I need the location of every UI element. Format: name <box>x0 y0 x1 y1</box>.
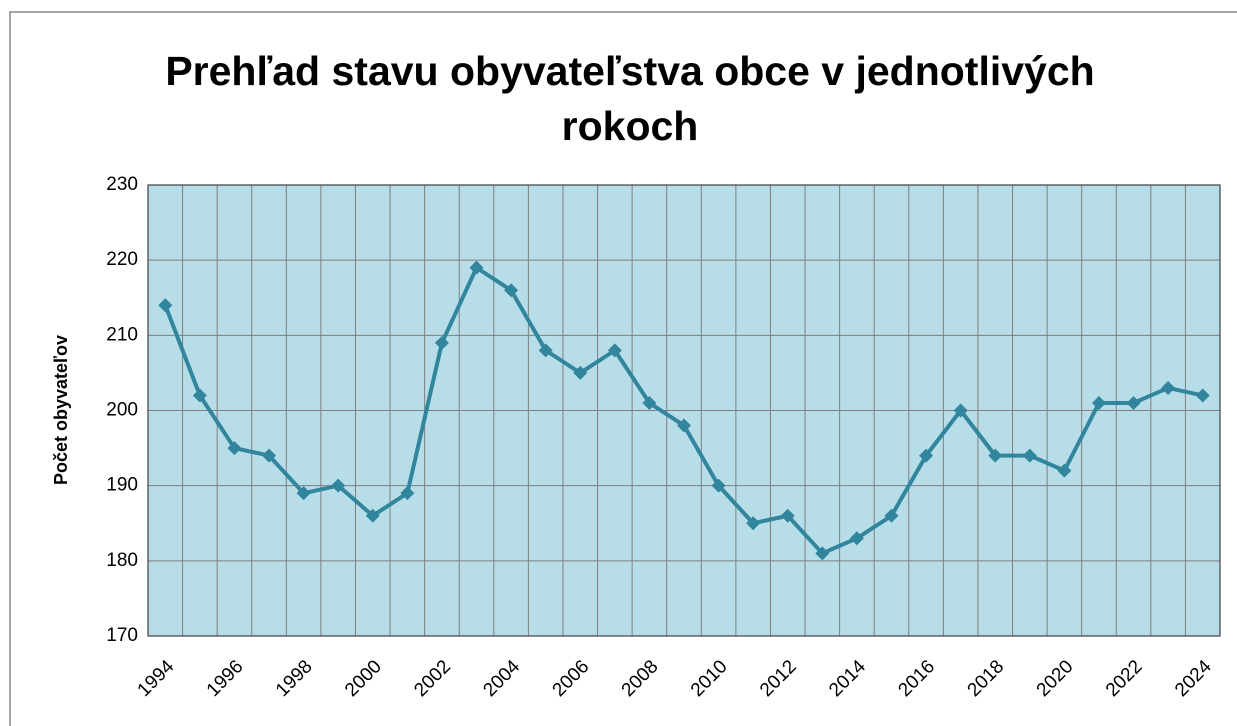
data-point <box>642 395 657 410</box>
data-point <box>849 531 864 546</box>
y-tick-label: 210 <box>106 324 138 345</box>
data-point <box>746 516 761 531</box>
data-point <box>1057 463 1072 478</box>
data-point <box>434 335 449 350</box>
x-tick-label: 2022 <box>1102 656 1147 701</box>
data-point <box>227 441 242 456</box>
data-point <box>296 486 311 501</box>
y-tick-label: 220 <box>106 249 138 270</box>
x-tick-label: 1998 <box>272 656 317 701</box>
data-point <box>1022 448 1037 463</box>
x-tick-label: 2014 <box>825 656 870 701</box>
data-point <box>1091 395 1106 410</box>
x-tick-label: 2006 <box>549 656 594 701</box>
data-point <box>815 546 830 561</box>
x-tick-label: 2024 <box>1171 656 1216 701</box>
x-tick-label: 1994 <box>134 656 179 701</box>
x-tick-label: 2010 <box>687 656 732 701</box>
x-tick-label: 1996 <box>203 656 248 701</box>
x-tick-label: 2016 <box>894 656 939 701</box>
x-tick-label: 2004 <box>479 656 524 701</box>
chart-title: Prehľad stavu obyvateľstva obce v jednot… <box>165 48 1095 149</box>
y-tick-label: 200 <box>106 400 138 421</box>
data-point <box>365 508 380 523</box>
chart-frame <box>9 11 1237 726</box>
data-point <box>469 260 484 275</box>
y-axis-label: Počet obyvateľov <box>51 335 71 485</box>
x-tick-label: 2020 <box>1033 656 1078 701</box>
y-tick-label: 230 <box>106 174 138 195</box>
data-point <box>607 343 622 358</box>
data-point <box>504 283 519 298</box>
data-point <box>192 388 207 403</box>
data-point <box>538 343 553 358</box>
plot-border <box>147 184 1221 637</box>
x-tick-label: 2000 <box>341 656 386 701</box>
x-tick-label: 2002 <box>410 656 455 701</box>
data-point <box>1161 380 1176 395</box>
x-tick-label: 2008 <box>618 656 663 701</box>
data-point <box>919 448 934 463</box>
y-tick-label: 190 <box>106 475 138 496</box>
data-point <box>953 403 968 418</box>
data-point <box>400 486 415 501</box>
data-point <box>780 508 795 523</box>
data-point <box>1195 388 1210 403</box>
data-point <box>884 508 899 523</box>
data-point <box>711 478 726 493</box>
data-point <box>331 478 346 493</box>
y-tick-label: 170 <box>106 625 138 646</box>
data-point <box>573 365 588 380</box>
x-tick-label: 2018 <box>964 656 1009 701</box>
data-point <box>988 448 1003 463</box>
data-point <box>158 298 173 313</box>
data-point <box>677 418 691 433</box>
data-point <box>262 448 277 463</box>
y-tick-label: 180 <box>106 550 138 571</box>
x-tick-label: 2012 <box>756 656 801 701</box>
data-point <box>1126 395 1141 410</box>
